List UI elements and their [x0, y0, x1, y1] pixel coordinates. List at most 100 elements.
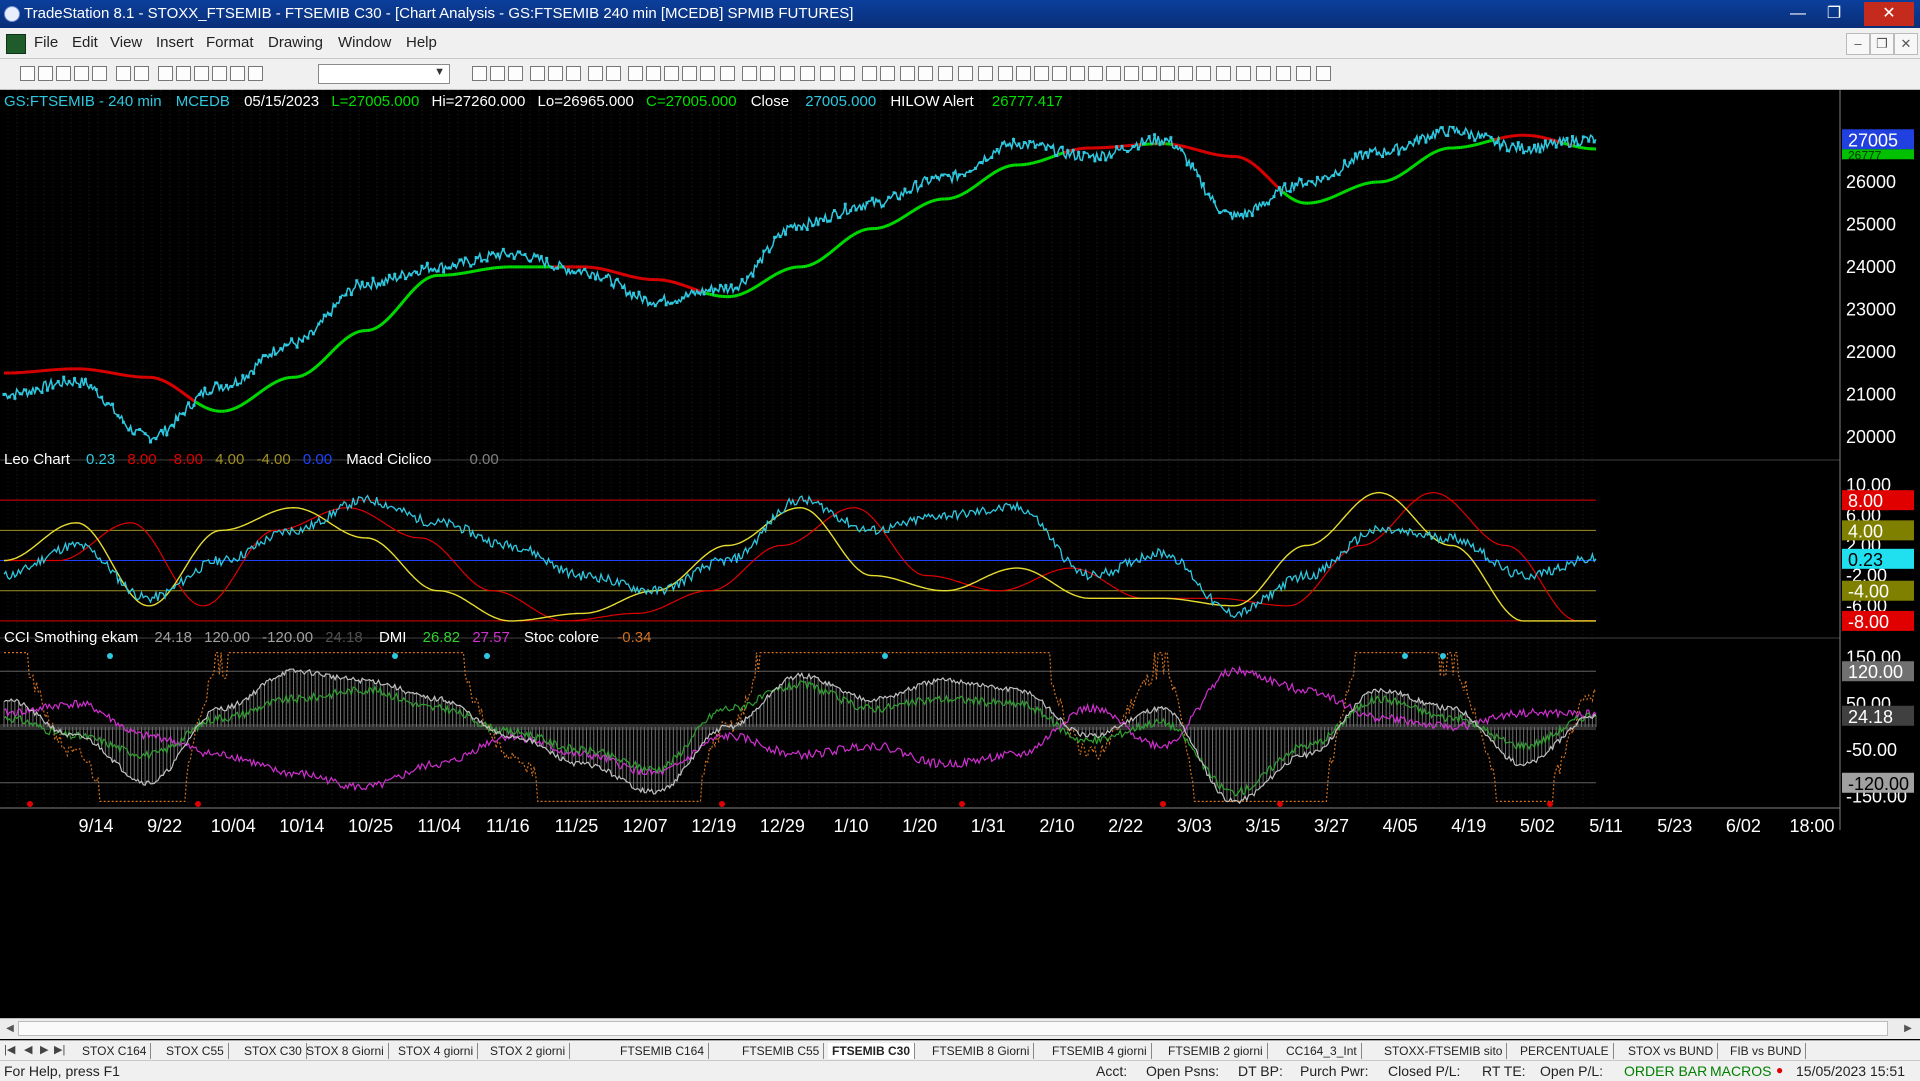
toolbar-button-icon[interactable] — [1142, 66, 1157, 81]
menu-help[interactable]: Help — [406, 34, 437, 51]
toolbar-button-icon[interactable] — [958, 66, 973, 81]
toolbar-button-icon[interactable] — [1124, 66, 1139, 81]
maximize-button[interactable]: ❐ — [1816, 2, 1852, 26]
toolbar-button-icon[interactable] — [194, 66, 209, 81]
toolbar-button-icon[interactable] — [548, 66, 563, 81]
toolbar-button-icon[interactable] — [978, 66, 993, 81]
toolbar-button-icon[interactable] — [1276, 66, 1291, 81]
toolbar-button-icon[interactable] — [1196, 66, 1211, 81]
menu-file[interactable]: File — [34, 34, 58, 51]
tab-ftsemib-c164[interactable]: FTSEMIB C164 — [616, 1043, 709, 1059]
toolbar-button-icon[interactable] — [606, 66, 621, 81]
toolbar-button-icon[interactable] — [490, 66, 505, 81]
toolbar-button-icon[interactable] — [720, 66, 735, 81]
toolbar-button-icon[interactable] — [1088, 66, 1103, 81]
toolbar-button-icon[interactable] — [800, 66, 815, 81]
menu-edit[interactable]: Edit — [72, 34, 98, 51]
scroll-right-icon[interactable]: ▶ — [1900, 1020, 1916, 1037]
mdi-close-button[interactable]: ✕ — [1894, 33, 1918, 55]
toolbar-button-icon[interactable] — [1216, 66, 1231, 81]
toolbar-button-icon[interactable] — [1256, 66, 1271, 81]
toolbar-button-icon[interactable] — [566, 66, 581, 81]
toolbar-button-icon[interactable] — [530, 66, 545, 81]
chart-area[interactable]: GS:FTSEMIB - 240 min MCEDB 05/15/2023 L=… — [0, 90, 1920, 1018]
close-button[interactable]: ✕ — [1864, 2, 1914, 26]
toolbar-button-icon[interactable] — [862, 66, 877, 81]
tab-stoxx-ftsemib-sito[interactable]: STOXX-FTSEMIB sito — [1380, 1043, 1507, 1059]
tab-stox-c55[interactable]: STOX C55 — [162, 1043, 229, 1059]
toolbar-button-icon[interactable] — [700, 66, 715, 81]
tab-fib-vs-bund[interactable]: FIB vs BUND — [1726, 1043, 1806, 1059]
tab-percentuale[interactable]: PERCENTUALE — [1516, 1043, 1614, 1059]
toolbar-button-icon[interactable] — [588, 66, 603, 81]
toolbar-button-icon[interactable] — [56, 66, 71, 81]
status-macros[interactable]: MACROS — [1710, 1063, 1771, 1079]
tab-stox-c30[interactable]: STOX C30 — [240, 1043, 307, 1059]
toolbar-button-icon[interactable] — [1106, 66, 1121, 81]
toolbar-button-icon[interactable] — [742, 66, 757, 81]
toolbar-button-icon[interactable] — [20, 66, 35, 81]
menu-view[interactable]: View — [110, 34, 142, 51]
toolbar-button-icon[interactable] — [880, 66, 895, 81]
toolbar-button-icon[interactable] — [938, 66, 953, 81]
menu-drawing[interactable]: Drawing — [268, 34, 323, 51]
toolbar-button-icon[interactable] — [1296, 66, 1311, 81]
toolbar-button-icon[interactable] — [820, 66, 835, 81]
toolbar-button-icon[interactable] — [628, 66, 643, 81]
menu-window[interactable]: Window — [338, 34, 391, 51]
toolbar-button-icon[interactable] — [998, 66, 1013, 81]
toolbar-button-icon[interactable] — [1034, 66, 1049, 81]
symbol-combo[interactable]: ▼ — [318, 64, 450, 84]
tab-stox-c164[interactable]: STOX C164 — [78, 1043, 151, 1059]
menu-insert[interactable]: Insert — [156, 34, 194, 51]
mdi-minimize-button[interactable]: – — [1846, 33, 1870, 55]
mdi-restore-button[interactable]: ❐ — [1870, 33, 1894, 55]
toolbar-button-icon[interactable] — [1236, 66, 1251, 81]
tab-prev-icon[interactable]: ◀ — [24, 1043, 32, 1056]
toolbar-button-icon[interactable] — [840, 66, 855, 81]
tab-ftsemib-c55[interactable]: FTSEMIB C55 — [738, 1043, 824, 1059]
tab-ftsemib-c30[interactable]: FTSEMIB C30 — [828, 1043, 915, 1059]
toolbar-button-icon[interactable] — [212, 66, 227, 81]
tab-ftsemib-4-giorni[interactable]: FTSEMIB 4 giorni — [1048, 1043, 1152, 1059]
chevron-down-icon[interactable]: ▼ — [434, 66, 445, 78]
toolbar-button-icon[interactable] — [472, 66, 487, 81]
toolbar-button-icon[interactable] — [780, 66, 795, 81]
toolbar-button-icon[interactable] — [92, 66, 107, 81]
toolbar-button-icon[interactable] — [508, 66, 523, 81]
toolbar-button-icon[interactable] — [248, 66, 263, 81]
toolbar-button-icon[interactable] — [664, 66, 679, 81]
tab-stox-2-giorni[interactable]: STOX 2 giorni — [486, 1043, 570, 1059]
toolbar-button-icon[interactable] — [38, 66, 53, 81]
toolbar-button-icon[interactable] — [134, 66, 149, 81]
toolbar-button-icon[interactable] — [1316, 66, 1331, 81]
tab-ftsemib-8-giorni[interactable]: FTSEMIB 8 Giorni — [928, 1043, 1034, 1059]
scroll-left-icon[interactable]: ◀ — [2, 1020, 18, 1037]
tab-stox-8-giorni[interactable]: STOX 8 Giorni — [302, 1043, 389, 1059]
menu-format[interactable]: Format — [206, 34, 254, 51]
tab-stox-vs-bund[interactable]: STOX vs BUND — [1624, 1043, 1718, 1059]
toolbar-button-icon[interactable] — [1052, 66, 1067, 81]
toolbar-button-icon[interactable] — [158, 66, 173, 81]
minimize-button[interactable]: — — [1780, 2, 1816, 26]
tab-cc164-3-int[interactable]: CC164_3_Int — [1282, 1043, 1362, 1059]
tab-first-icon[interactable]: |◀ — [4, 1043, 15, 1056]
toolbar-button-icon[interactable] — [918, 66, 933, 81]
toolbar-button-icon[interactable] — [760, 66, 775, 81]
tab-ftsemib-2-giorni[interactable]: FTSEMIB 2 giorni — [1164, 1043, 1268, 1059]
scrollbar-thumb[interactable] — [18, 1021, 1888, 1036]
toolbar-button-icon[interactable] — [1016, 66, 1031, 81]
toolbar-button-icon[interactable] — [1070, 66, 1085, 81]
tab-next-icon[interactable]: ▶ — [40, 1043, 48, 1056]
toolbar-button-icon[interactable] — [176, 66, 191, 81]
toolbar-button-icon[interactable] — [74, 66, 89, 81]
horizontal-scrollbar[interactable]: ◀ ▶ — [0, 1018, 1920, 1039]
toolbar-button-icon[interactable] — [1178, 66, 1193, 81]
toolbar-button-icon[interactable] — [1160, 66, 1175, 81]
toolbar-button-icon[interactable] — [646, 66, 661, 81]
toolbar-button-icon[interactable] — [116, 66, 131, 81]
toolbar-button-icon[interactable] — [682, 66, 697, 81]
toolbar-button-icon[interactable] — [900, 66, 915, 81]
tab-last-icon[interactable]: ▶| — [54, 1043, 65, 1056]
status-order-bar[interactable]: ORDER BAR — [1624, 1063, 1707, 1079]
